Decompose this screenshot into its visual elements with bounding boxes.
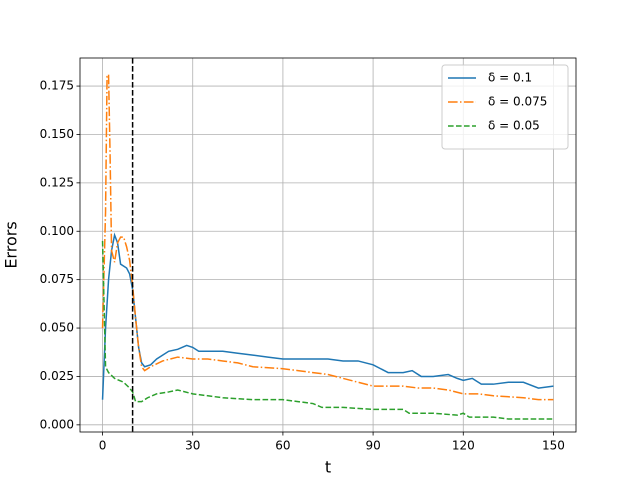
x-tick-label: 0 xyxy=(99,439,107,453)
y-tick-label: 0.150 xyxy=(40,127,74,141)
x-tick-label: 150 xyxy=(542,439,565,453)
y-tick-label: 0.050 xyxy=(40,321,74,335)
y-tick-label: 0.075 xyxy=(40,272,74,286)
y-axis-label: Errors xyxy=(2,221,21,268)
series-line xyxy=(101,232,554,400)
plot-frame xyxy=(79,57,577,433)
series-line xyxy=(101,72,554,401)
legend-label: δ = 0.05 xyxy=(488,119,540,133)
y-tick-label: 0.125 xyxy=(40,175,74,189)
y-tick-label: 0.100 xyxy=(40,224,74,238)
x-tick-label: 60 xyxy=(275,439,290,453)
legend: δ = 0.1 δ = 0.075 δ = 0.05 xyxy=(441,64,569,150)
x-tick-label: 30 xyxy=(185,439,200,453)
x-tick-label: 120 xyxy=(452,439,475,453)
legend-label: δ = 0.1 xyxy=(488,71,532,85)
x-tick-label: 90 xyxy=(365,439,380,453)
legend-box xyxy=(441,64,569,150)
series-line xyxy=(101,240,554,420)
y-tick-label: 0.025 xyxy=(40,369,74,383)
y-tick-label: 0.175 xyxy=(40,79,74,93)
y-tick-label: 0.000 xyxy=(40,417,74,431)
x-axis-label: t xyxy=(325,458,331,477)
legend-label: δ = 0.075 xyxy=(488,95,547,109)
